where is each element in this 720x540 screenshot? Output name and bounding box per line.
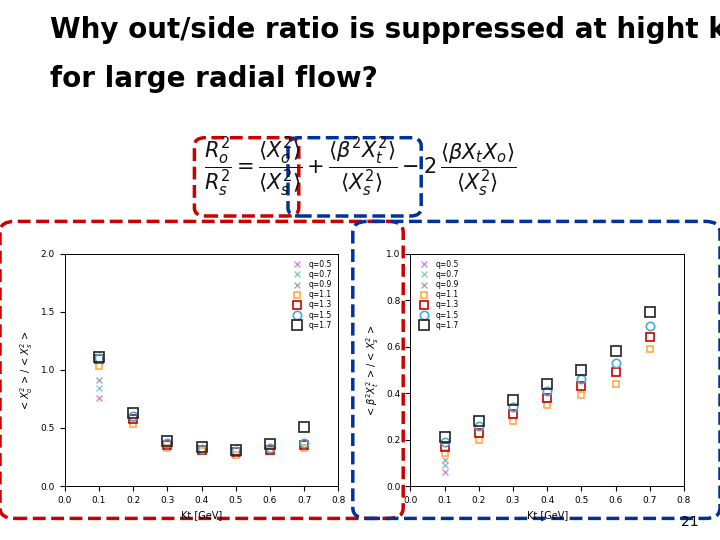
q=1.3 <box>231 449 240 456</box>
Line: q=1.5: q=1.5 <box>95 354 308 455</box>
q=1.7 <box>95 354 104 360</box>
q=1.7 <box>543 381 552 387</box>
Y-axis label: < $X_o^2$ > / < $X_s^2$ >: < $X_o^2$ > / < $X_s^2$ > <box>18 330 35 410</box>
q=1.1 <box>95 363 104 370</box>
Line: q=1.7: q=1.7 <box>440 307 654 442</box>
q=1.3 <box>300 442 308 449</box>
q=1.7 <box>129 410 138 416</box>
q=1.1 <box>231 451 240 458</box>
Line: q=1.5: q=1.5 <box>441 322 654 446</box>
Legend: q=0.5, q=0.7, q=0.9, q=1.1, q=1.3, q=1.5, q=1.7: q=0.5, q=0.7, q=0.9, q=1.1, q=1.3, q=1.5… <box>287 258 335 332</box>
Line: q=1.3: q=1.3 <box>441 333 654 451</box>
q=1.7 <box>440 434 449 441</box>
q=1.5 <box>231 448 240 455</box>
Text: 21: 21 <box>681 515 698 529</box>
q=1.5 <box>129 413 138 420</box>
q=1.3 <box>129 415 138 422</box>
q=1.3 <box>474 429 483 436</box>
q=1.5 <box>543 388 552 394</box>
q=1.1 <box>474 436 483 443</box>
q=1.3 <box>645 334 654 341</box>
q=1.1 <box>266 448 274 455</box>
Line: q=1.3: q=1.3 <box>95 355 308 456</box>
q=1.5 <box>474 422 483 429</box>
Text: for large radial flow?: for large radial flow? <box>50 65 378 93</box>
q=1.7 <box>645 309 654 315</box>
q=1.1 <box>611 381 620 387</box>
q=1.5 <box>645 322 654 329</box>
q=1.3 <box>163 442 171 449</box>
q=1.5 <box>300 440 308 446</box>
q=1.5 <box>577 376 586 382</box>
q=1.7 <box>300 423 308 430</box>
q=1.7 <box>163 437 171 444</box>
Line: q=1.1: q=1.1 <box>96 363 307 458</box>
q=1.7 <box>197 443 206 450</box>
q=1.1 <box>645 346 654 352</box>
X-axis label: Kt [GeV]: Kt [GeV] <box>181 510 222 520</box>
q=1.5 <box>611 360 620 366</box>
Text: $\dfrac{R_o^2}{R_s^2} = \dfrac{\langle X_o^2 \rangle}{\langle X_s^2 \rangle} + \: $\dfrac{R_o^2}{R_s^2} = \dfrac{\langle X… <box>204 136 516 199</box>
q=1.1 <box>440 450 449 457</box>
q=1.7 <box>474 418 483 424</box>
q=1.7 <box>231 447 240 453</box>
q=1.3 <box>266 447 274 453</box>
q=1.7 <box>611 348 620 355</box>
Legend: q=0.5, q=0.7, q=0.9, q=1.1, q=1.3, q=1.5, q=1.7: q=0.5, q=0.7, q=0.9, q=1.1, q=1.3, q=1.5… <box>414 258 462 332</box>
q=1.1 <box>197 448 206 455</box>
q=1.3 <box>611 369 620 375</box>
q=1.3 <box>440 443 449 450</box>
Y-axis label: < $\beta^2 X_t^2$ > / < $X_s^2$ >: < $\beta^2 X_t^2$ > / < $X_s^2$ > <box>364 324 381 416</box>
q=1.3 <box>508 411 517 417</box>
q=1.7 <box>266 441 274 448</box>
q=1.1 <box>300 444 308 451</box>
q=1.1 <box>577 392 586 399</box>
q=1.7 <box>508 397 517 403</box>
q=1.7 <box>577 367 586 373</box>
q=1.1 <box>129 421 138 428</box>
X-axis label: Kt [GeV]: Kt [GeV] <box>526 510 568 520</box>
q=1.5 <box>197 446 206 452</box>
Line: q=1.1: q=1.1 <box>441 346 653 457</box>
q=1.3 <box>95 356 104 363</box>
q=1.3 <box>197 447 206 453</box>
q=1.1 <box>508 418 517 424</box>
q=1.5 <box>440 438 449 445</box>
q=1.5 <box>163 440 171 446</box>
q=1.5 <box>95 355 104 362</box>
q=1.1 <box>163 444 171 451</box>
q=1.3 <box>577 383 586 389</box>
q=1.5 <box>266 444 274 451</box>
q=1.1 <box>543 402 552 408</box>
Line: q=1.7: q=1.7 <box>94 352 309 455</box>
Text: Why out/side ratio is suppressed at hight kt: Why out/side ratio is suppressed at high… <box>50 16 720 44</box>
q=1.3 <box>543 395 552 401</box>
q=1.5 <box>508 404 517 410</box>
